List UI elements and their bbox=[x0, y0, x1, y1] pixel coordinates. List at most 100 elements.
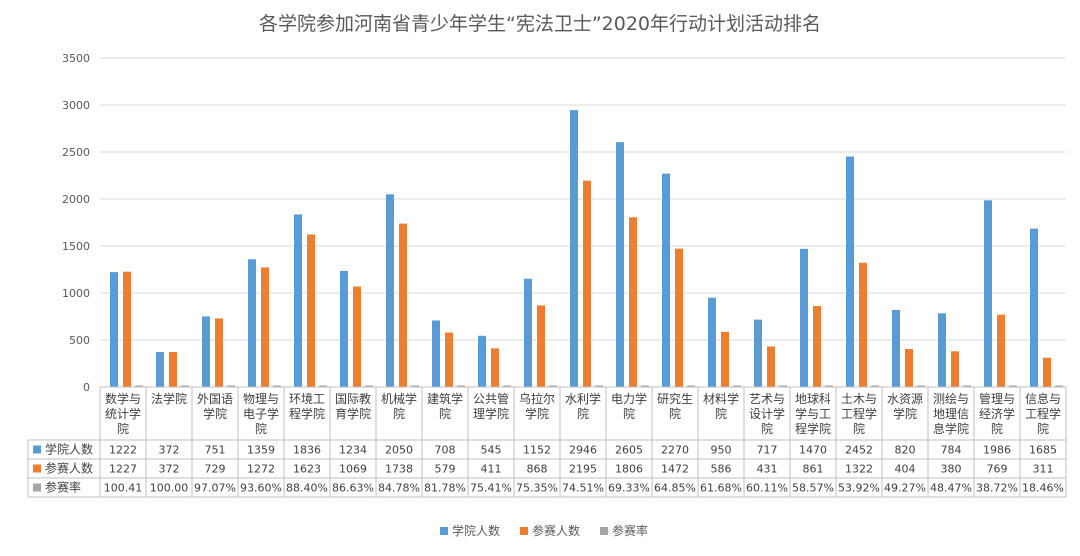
table-cell-3-4: 93.60% bbox=[240, 482, 282, 495]
category-label-19: 测绘与地理信息学院 bbox=[933, 391, 969, 436]
category-label-6: 国际教育学院 bbox=[335, 391, 371, 421]
category-label-line: 艺术与 bbox=[749, 392, 785, 406]
category-label-3: 外国语学院 bbox=[197, 392, 233, 421]
table-cell-3-7: 84.78% bbox=[378, 482, 420, 495]
table-cell-1-10: 1152 bbox=[523, 444, 551, 457]
table-cell-2-2: 372 bbox=[159, 463, 180, 476]
category-label-line: 理学院 bbox=[473, 406, 509, 421]
table-cell-3-5: 88.40% bbox=[286, 482, 328, 495]
category-label-line: 育学院 bbox=[335, 406, 371, 421]
bar-2-2 bbox=[169, 352, 177, 387]
table-cell-1-20: 1986 bbox=[983, 444, 1011, 457]
bar-3-8 bbox=[457, 385, 465, 387]
category-label-line: 国际教 bbox=[335, 391, 371, 406]
table-cell-2-7: 1738 bbox=[385, 463, 413, 476]
table-cell-1-5: 1836 bbox=[293, 444, 321, 457]
table-cell-2-21: 311 bbox=[1033, 463, 1054, 476]
bar-3-2 bbox=[181, 385, 189, 387]
category-label-14: 材料学院 bbox=[703, 391, 739, 421]
category-label-1: 数学与统计学院 bbox=[105, 391, 141, 436]
table-cell-3-13: 64.85% bbox=[654, 482, 696, 495]
bar-1-13 bbox=[662, 173, 670, 387]
table-cell-1-3: 751 bbox=[205, 444, 226, 457]
table-cell-1-19: 784 bbox=[941, 444, 962, 457]
table-cell-2-19: 380 bbox=[941, 463, 962, 476]
bar-3-15 bbox=[779, 385, 787, 387]
table-cell-2-16: 861 bbox=[803, 463, 824, 476]
table-key-3 bbox=[33, 483, 41, 492]
bar-1-8 bbox=[432, 320, 440, 387]
y-tick-label: 0 bbox=[83, 381, 90, 394]
category-label-line: 研究生 bbox=[657, 391, 693, 406]
category-label-line: 学院 bbox=[203, 406, 227, 421]
legend: 学院人数 参赛人数 参赛率 bbox=[440, 523, 648, 538]
table-cell-2-18: 404 bbox=[895, 463, 916, 476]
category-label-line: 院 bbox=[853, 422, 865, 436]
table-cell-1-13: 2270 bbox=[661, 444, 689, 457]
bar-2-15 bbox=[767, 346, 775, 387]
table-cell-3-11: 74.51% bbox=[562, 482, 604, 495]
category-label-16: 地球科学与工程学院 bbox=[795, 392, 831, 436]
table-cell-2-8: 579 bbox=[435, 463, 456, 476]
legend-label-3: 参赛率 bbox=[612, 523, 648, 538]
table-row-header-1: 学院人数 bbox=[45, 442, 93, 457]
bar-3-9 bbox=[503, 385, 511, 387]
category-label-18: 水资源学院 bbox=[887, 392, 923, 421]
category-label-line: 物理与 bbox=[243, 392, 279, 406]
table-cell-1-8: 708 bbox=[435, 444, 456, 457]
bar-1-21 bbox=[1030, 228, 1038, 387]
category-label-line: 院 bbox=[439, 407, 451, 421]
category-label-line: 统计学 bbox=[105, 406, 141, 421]
bar-1-2 bbox=[156, 352, 164, 387]
table-cell-1-9: 545 bbox=[481, 444, 502, 457]
table-cell-1-18: 820 bbox=[895, 444, 916, 457]
category-label-line: 程学院 bbox=[795, 421, 831, 436]
category-label-line: 学院 bbox=[525, 406, 549, 421]
chart-title: 各学院参加河南省青少年学生“宪法卫士”2020年行动计划活动排名 bbox=[259, 13, 821, 35]
table-cell-1-14: 950 bbox=[711, 444, 732, 457]
bar-3-11 bbox=[595, 385, 603, 387]
bar-1-3 bbox=[202, 316, 210, 387]
category-label-line: 法学院 bbox=[151, 391, 187, 406]
table-cell-3-19: 48.47% bbox=[930, 482, 972, 495]
bar-2-3 bbox=[215, 318, 223, 387]
bar-2-21 bbox=[1043, 357, 1051, 387]
category-label-10: 乌拉尔学院 bbox=[519, 391, 555, 421]
bar-2-16 bbox=[813, 306, 821, 387]
bar-3-19 bbox=[963, 385, 971, 387]
table-cell-1-17: 2452 bbox=[845, 444, 873, 457]
bar-3-14 bbox=[733, 385, 741, 387]
table-cell-1-7: 2050 bbox=[385, 444, 413, 457]
category-label-line: 工程学 bbox=[841, 406, 877, 421]
table-cell-2-1: 1227 bbox=[109, 463, 137, 476]
bar-3-18 bbox=[917, 385, 925, 387]
category-label-line: 息学院 bbox=[933, 421, 969, 436]
table-cell-3-10: 75.35% bbox=[516, 482, 558, 495]
bar-2-10 bbox=[537, 305, 545, 387]
y-tick-label: 3000 bbox=[62, 99, 90, 112]
table-cell-1-12: 2605 bbox=[615, 444, 643, 457]
y-tick-label: 500 bbox=[69, 334, 90, 347]
category-label-line: 学与工 bbox=[795, 406, 831, 421]
bars bbox=[110, 110, 1063, 388]
bar-2-9 bbox=[491, 348, 499, 387]
table-cell-2-11: 2195 bbox=[569, 463, 597, 476]
table-cell-1-11: 2946 bbox=[569, 444, 597, 457]
y-tick-label: 1000 bbox=[62, 287, 90, 300]
bar-3-3 bbox=[227, 385, 235, 387]
category-label-line: 电力学 bbox=[611, 391, 647, 406]
table-cell-2-15: 431 bbox=[757, 463, 778, 476]
table-cell-3-3: 97.07% bbox=[194, 482, 236, 495]
table-cell-3-6: 86.63% bbox=[332, 482, 374, 495]
category-label-5: 环境工程学院 bbox=[289, 391, 325, 421]
bar-3-7 bbox=[411, 385, 419, 387]
table-cell-3-16: 58.57% bbox=[792, 482, 834, 495]
bar-2-12 bbox=[629, 217, 637, 387]
category-label-line: 工程学 bbox=[1025, 406, 1061, 421]
category-label-12: 电力学院 bbox=[611, 391, 647, 421]
bar-1-10 bbox=[524, 278, 532, 387]
bar-2-14 bbox=[721, 331, 729, 387]
category-label-line: 数学与 bbox=[105, 391, 141, 406]
category-label-line: 测绘与 bbox=[933, 391, 969, 406]
